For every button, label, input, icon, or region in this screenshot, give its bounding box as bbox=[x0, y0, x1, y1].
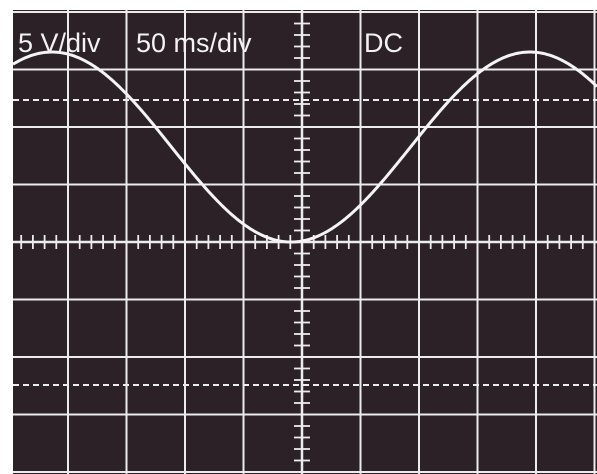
time-per-div: 50 ms/div bbox=[136, 28, 252, 58]
page: 5 V/div 50 ms/div DC (() => { const data… bbox=[0, 0, 597, 474]
oscilloscope-screen: 5 V/div 50 ms/div DC bbox=[0, 0, 597, 474]
coupling: DC bbox=[364, 28, 403, 58]
volts-per-div: 5 V/div bbox=[18, 28, 101, 58]
